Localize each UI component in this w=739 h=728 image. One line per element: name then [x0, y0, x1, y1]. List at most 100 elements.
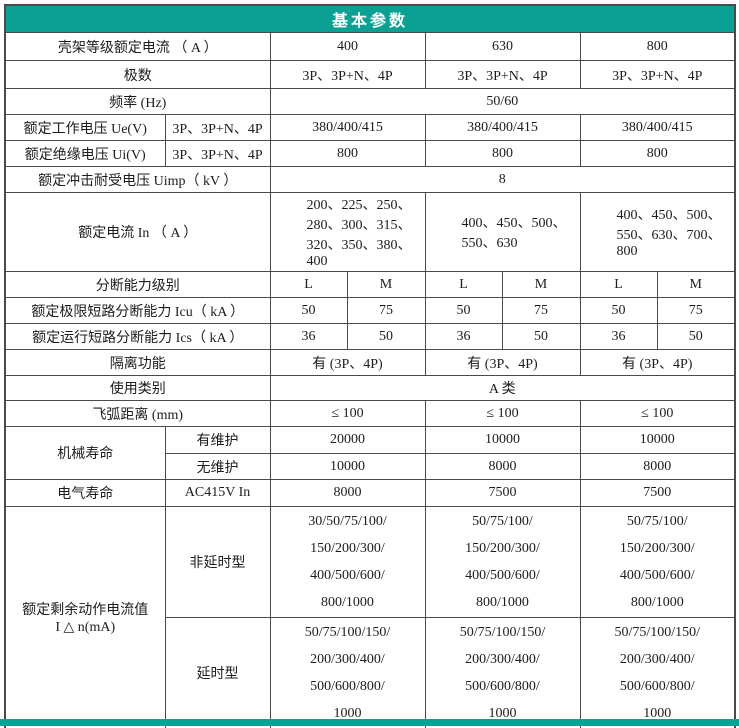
- table-row: 机械寿命 有维护 20000 10000 10000: [4, 426, 736, 480]
- value-cell: ≤ 100: [424, 400, 581, 427]
- table-row: 电气寿命 AC415V In 8000 7500 7500: [4, 479, 736, 507]
- value-cell: 7500: [424, 479, 581, 507]
- table-row: 延时型 50/75/100/150/ 200/300/400/ 500/600/8…: [5, 617, 736, 728]
- value-cell: 50/75/100/150/ 200/300/400/ 500/600/800/…: [424, 617, 581, 728]
- value-cell: L: [424, 271, 503, 298]
- value-cell: 有 (3P、4P): [579, 349, 736, 376]
- row-label-cell: 额定冲击耐受电压 Uimp（ kV ）: [4, 166, 271, 193]
- value-cell: 50: [424, 297, 503, 324]
- value-cell: 8: [269, 166, 736, 193]
- row-label-cell: 额定运行短路分断能力 Ics（ kA ）: [4, 323, 271, 350]
- table-row: 额定冲击耐受电压 Uimp（ kV ） 8: [4, 166, 736, 193]
- value-cell: M: [656, 271, 736, 298]
- value-cell: 50: [269, 297, 348, 324]
- value-cell: 400、450、500、 550、630、700、 800: [579, 192, 736, 272]
- row-label-cell: 机械寿命: [4, 426, 166, 480]
- value-cell: 50/75/100/150/ 200/300/400/ 500/600/800/…: [269, 617, 426, 728]
- value-cell: 400: [269, 32, 426, 61]
- value-cell: 有 (3P、4P): [269, 349, 426, 376]
- value-cell: 10000: [579, 426, 736, 454]
- value-cell: 800: [579, 140, 736, 167]
- table-title: 基本参数: [4, 4, 736, 33]
- table-row: 额定电流 In （ A ） 200、225、250、 280、300、315、 3…: [4, 192, 736, 272]
- value-cell: 50/75/100/ 150/200/300/ 400/500/600/ 800…: [579, 506, 736, 618]
- value-cell: 8000: [424, 453, 581, 480]
- value-cell: 50: [346, 323, 426, 350]
- value-cell: 400、450、500、 550、630: [424, 192, 581, 272]
- table-row: 额定工作电压 Ue(V) 3P、3P+N、4P 380/400/415 380/400…: [4, 114, 736, 141]
- value-cell: 3P、3P+N、4P: [164, 114, 271, 141]
- row-label-cell: 壳架等级额定电流 （ A ）: [4, 32, 271, 61]
- row-label-cell: 额定绝缘电压 Ui(V): [4, 140, 166, 167]
- table-row: 额定剩余动作电流值 I △ n(mA) 非延时型 30/50/75/100/ 150…: [4, 506, 736, 728]
- value-cell: 10000: [269, 453, 426, 480]
- table-row: 隔离功能有 (3P、4P) 有 (3P、4P) 有 (3P、4P): [4, 349, 736, 376]
- row-label-cell: 使用类别: [4, 375, 271, 401]
- value-cell: 30/50/75/100/ 150/200/300/ 400/500/600/ …: [269, 506, 426, 618]
- value-cell: 380/400/415: [424, 114, 581, 141]
- value-cell: 380/400/415: [269, 114, 426, 141]
- row-label-cell: 分断能力级别: [4, 271, 271, 298]
- row-label-cell: 额定极限短路分断能力 Icu（ kA ）: [4, 297, 271, 324]
- value-cell: L: [579, 271, 658, 298]
- table-row: 壳架等级额定电流 （ A ） 400 630 800: [4, 32, 736, 61]
- value-cell: 36: [269, 323, 348, 350]
- row-label-cell: 延时型: [164, 617, 271, 728]
- table-row: 极数 3P、3P+N、4P 3P、3P+N、4P 3P、3P+N、4P: [4, 60, 736, 89]
- value-cell: M: [501, 271, 581, 298]
- value-cell: 50/75/100/ 150/200/300/ 400/500/600/ 800…: [424, 506, 581, 618]
- row-label-cell: 隔离功能: [4, 349, 271, 376]
- value-cell: 3P、3P+N、4P: [424, 60, 581, 89]
- value-cell: 有维护: [164, 426, 271, 454]
- value-cell: ≤ 100: [579, 400, 736, 427]
- value-cell: 8000: [269, 479, 426, 507]
- value-cell: 50: [656, 323, 736, 350]
- value-cell: 50: [501, 323, 581, 350]
- value-cell: 75: [656, 297, 736, 324]
- value-cell: 8000: [579, 453, 736, 480]
- value-cell: 3P、3P+N、4P: [164, 140, 271, 167]
- row-label-cell: 飞弧距离 (mm): [4, 400, 271, 427]
- value-cell: AC415V In: [164, 479, 271, 507]
- value-cell: 36: [579, 323, 658, 350]
- table-row: 额定极限短路分断能力 Icu（ kA ） 50 75 50 75 50 75: [4, 297, 736, 324]
- table-row: 额定运行短路分断能力 Ics（ kA ） 36 50 36 50 36 50: [4, 323, 736, 350]
- value-cell: 50/75/100/150/ 200/300/400/ 500/600/800/…: [579, 617, 736, 728]
- row-label-cell: 极数: [4, 60, 271, 89]
- value-cell: 630: [424, 32, 581, 61]
- value-cell: 3P、3P+N、4P: [269, 60, 426, 89]
- value-cell: ≤ 100: [269, 400, 426, 427]
- value-cell: 3P、3P+N、4P: [579, 60, 736, 89]
- table-row: 分断能力级别 L M L M L M: [4, 271, 736, 298]
- value-cell: 7500: [579, 479, 736, 507]
- row-label-cell: 额定工作电压 Ue(V): [4, 114, 166, 141]
- table-row: 使用类别 A 类: [4, 375, 736, 401]
- value-cell: 800: [424, 140, 581, 167]
- title-row: 基本参数: [4, 4, 736, 33]
- value-cell: 75: [501, 297, 581, 324]
- value-cell: M: [346, 271, 426, 298]
- value-cell: 75: [346, 297, 426, 324]
- value-cell: 36: [424, 323, 503, 350]
- value-cell: 380/400/415: [579, 114, 736, 141]
- value-cell: 50: [579, 297, 658, 324]
- table-row: 无维护 10000 8000 8000: [5, 453, 736, 480]
- value-cell: 非延时型: [164, 506, 271, 618]
- table-row: 飞弧距离 (mm) ≤ 100 ≤ 100 ≤ 100: [4, 400, 736, 427]
- value-cell: 10000: [424, 426, 581, 454]
- table-body: 基本参数 壳架等级额定电流 （ A ） 400 630 800 极数 3P、3P+N、4P 3…: [4, 4, 736, 728]
- value-cell: L: [269, 271, 348, 298]
- footer-accent-bar: [0, 719, 739, 726]
- basic-parameters-table: 基本参数 壳架等级额定电流 （ A ） 400 630 800 极数 3P、3P+N、4P 3…: [4, 4, 737, 728]
- value-cell: 800: [269, 140, 426, 167]
- value-cell: 800: [579, 32, 736, 61]
- value-cell: 有 (3P、4P): [424, 349, 581, 376]
- row-label-cell: 额定电流 In （ A ）: [4, 192, 271, 272]
- row-label-cell: 无维护: [164, 453, 271, 480]
- value-cell: 20000: [269, 426, 426, 454]
- value-cell: A 类: [269, 375, 736, 401]
- value-cell: 50/60: [269, 88, 736, 115]
- row-label-cell: 电气寿命: [4, 479, 166, 507]
- value-cell: 200、225、250、 280、300、315、 320、350、380、 4…: [269, 192, 426, 272]
- row-label-cell: 额定剩余动作电流值 I △ n(mA): [4, 506, 166, 728]
